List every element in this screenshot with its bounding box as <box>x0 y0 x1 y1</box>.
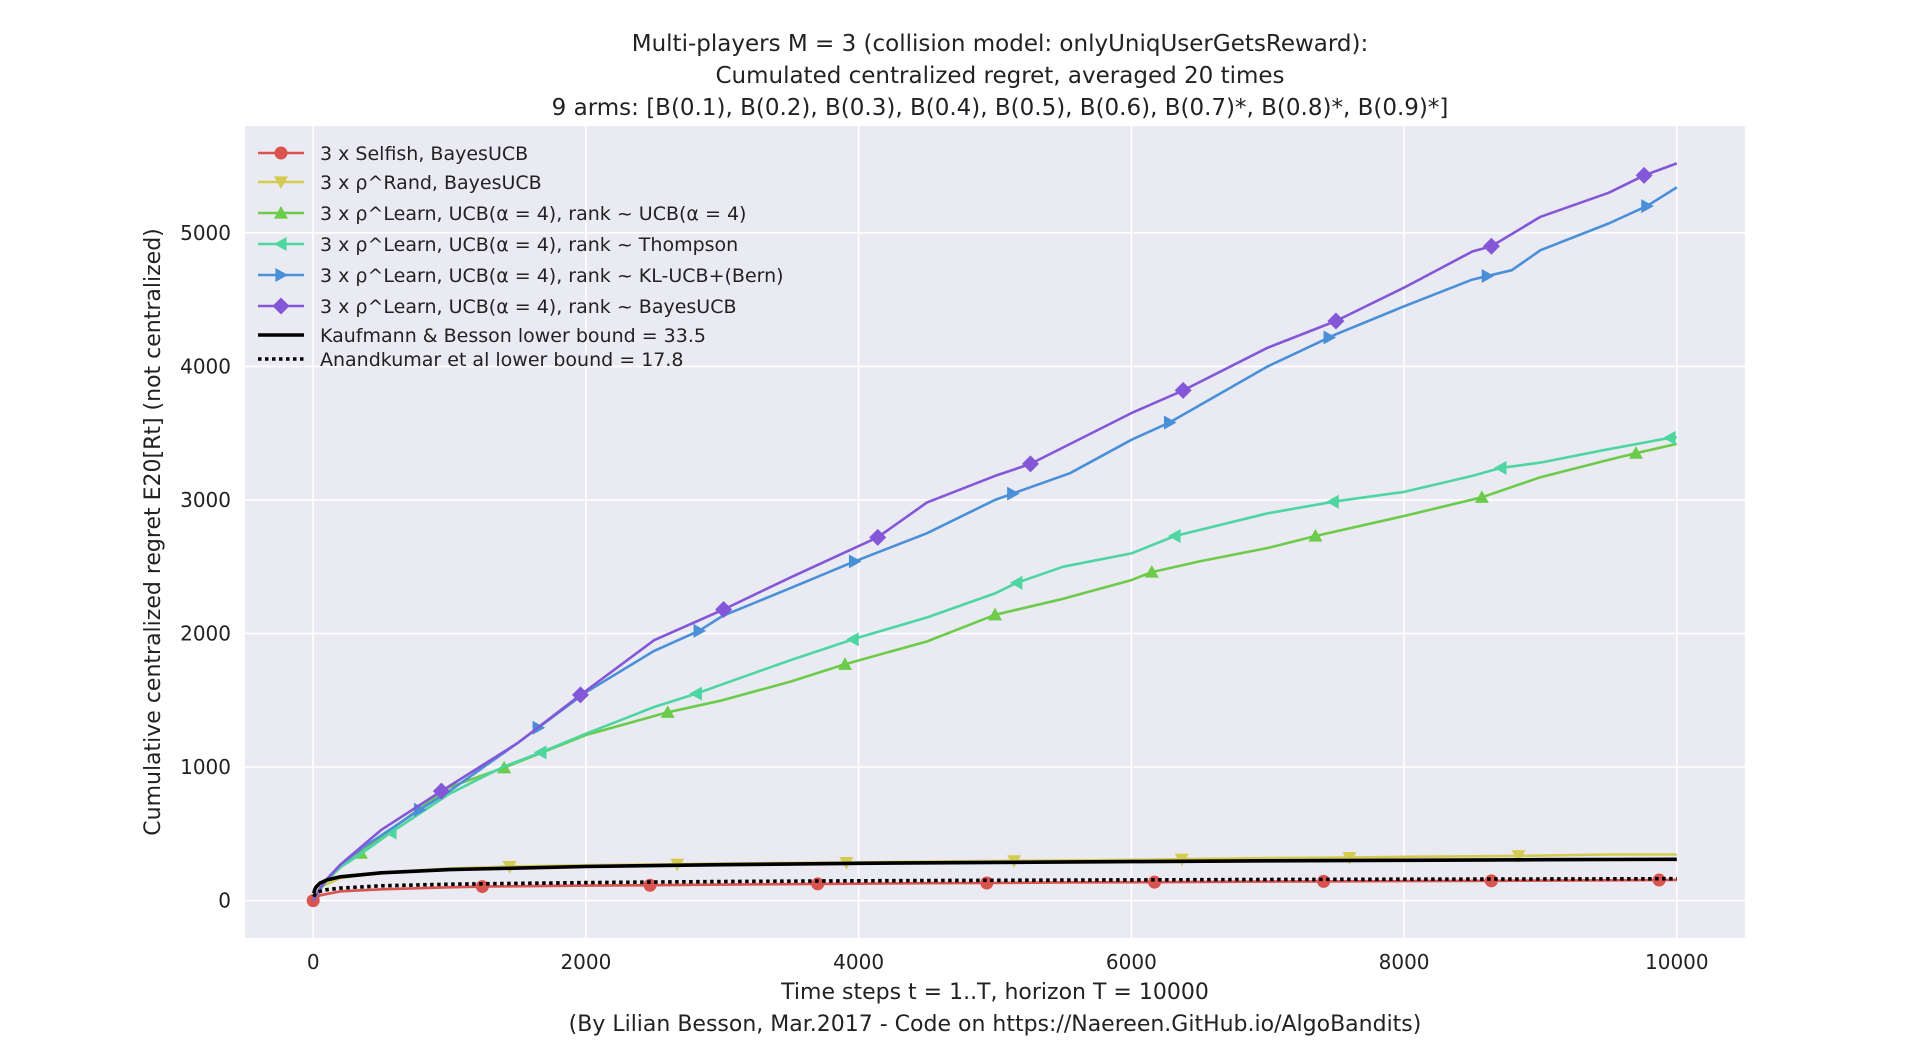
data-point <box>475 880 489 894</box>
legend-label: 3 x ρ^Learn, UCB(α = 4), rank ~ Thompson <box>320 234 738 256</box>
legend-item: 3 x Selfish, BayesUCB <box>258 143 528 165</box>
data-point <box>533 745 547 760</box>
data-point <box>432 782 450 800</box>
data-point <box>1317 874 1331 888</box>
legend-item: 3 x ρ^Learn, UCB(α = 4), rank ~ Thompson <box>258 234 738 256</box>
series-3 <box>312 430 1677 902</box>
data-point <box>383 825 397 840</box>
data-point <box>846 632 859 647</box>
tick-labels: 0 2000 4000 6000 8000 10000 0 1000 2000 3000 4000 5… <box>180 221 1709 974</box>
data-point <box>1163 415 1177 430</box>
data-point <box>571 686 589 704</box>
data-point <box>1652 873 1666 887</box>
legend-item: Kaufmann & Besson lower bound = 33.5 <box>258 325 706 347</box>
data-point <box>1511 850 1526 863</box>
y-tick-label: 5000 <box>180 221 231 245</box>
series-line <box>312 876 1677 898</box>
data-point <box>980 876 994 890</box>
legend-item: 3 x ρ^Rand, BayesUCB <box>258 172 542 194</box>
y-tick-label: 3000 <box>180 488 231 512</box>
y-tick-label: 0 <box>218 889 231 913</box>
x-tick-label: 10000 <box>1645 950 1709 974</box>
data-point <box>1308 529 1323 542</box>
data-point <box>1493 460 1507 475</box>
data-point <box>643 878 657 892</box>
data-point <box>1168 529 1181 544</box>
data-point <box>869 528 887 546</box>
legend-marker <box>274 237 287 251</box>
legend-marker <box>274 146 288 160</box>
y-tick-label: 2000 <box>180 622 231 646</box>
x-axis-label: Time steps t = 1..T, horizon T = 10000 <box>780 980 1209 1005</box>
legend-label: 3 x ρ^Rand, BayesUCB <box>320 172 542 194</box>
y-tick-label: 1000 <box>180 755 231 779</box>
series-line <box>312 857 1677 894</box>
data-point <box>1482 237 1500 255</box>
x-tick-label: 8000 <box>1379 950 1430 974</box>
data-point <box>1474 490 1489 503</box>
legend-label: 3 x ρ^Learn, UCB(α = 4), rank ~ BayesUCB <box>320 296 737 318</box>
data-point <box>1327 312 1345 330</box>
data-point <box>1148 875 1162 889</box>
legend-marker <box>275 268 288 282</box>
data-point <box>715 600 733 618</box>
x-tick-label: 2000 <box>560 950 611 974</box>
data-point <box>660 705 675 718</box>
series-5 <box>312 162 1678 902</box>
plot-area <box>245 126 1745 938</box>
data-point <box>838 657 852 670</box>
chart-title-line2: Cumulated centralized regret, averaged 2… <box>715 63 1284 89</box>
y-axis-label: Cumulative centralized regret E20[Rt] (n… <box>141 228 166 835</box>
data-point <box>1009 575 1023 590</box>
x-tick-label: 6000 <box>1106 950 1157 974</box>
legend-item: 3 x ρ^Learn, UCB(α = 4), rank ~ BayesUCB <box>258 296 737 318</box>
legend: 3 x Selfish, BayesUCB 3 x ρ^Rand, BayesUC… <box>258 143 784 371</box>
data-point <box>1144 565 1159 578</box>
legend-marker <box>274 206 288 219</box>
data-point <box>693 623 707 638</box>
x-tick-label: 0 <box>307 950 320 974</box>
legend-item: 3 x ρ^Learn, UCB(α = 4), rank ~ KL-UCB+(… <box>258 265 784 287</box>
data-point <box>848 554 862 569</box>
series-6 <box>312 857 1677 894</box>
legend-label: 3 x ρ^Learn, UCB(α = 4), rank ~ KL-UCB+(… <box>320 265 784 287</box>
series-7 <box>312 876 1677 898</box>
series-layer <box>306 162 1678 908</box>
legend-marker <box>274 176 288 189</box>
chart-title-line3: 9 arms: [B(0.1), B(0.2), B(0.3), B(0.4),… <box>552 95 1449 121</box>
data-point <box>1342 852 1357 865</box>
x-tick-label: 4000 <box>833 950 884 974</box>
data-point <box>1021 455 1039 473</box>
legend-item: Anandkumar et al lower bound = 17.8 <box>258 349 684 371</box>
data-point <box>1174 381 1192 399</box>
chart-title-line1: Multi-players M = 3 (collision model: on… <box>632 31 1369 57</box>
data-point <box>1628 446 1643 459</box>
data-point <box>1481 269 1495 284</box>
data-point <box>988 607 1002 621</box>
y-tick-label: 4000 <box>180 354 231 378</box>
footer-credit: (By Lilian Besson, Mar.2017 - Code on ht… <box>569 1012 1422 1037</box>
data-point <box>1635 166 1653 184</box>
legend-label: Kaufmann & Besson lower bound = 33.5 <box>320 325 706 347</box>
data-point <box>1323 330 1337 345</box>
data-point <box>811 877 825 891</box>
legend-label: Anandkumar et al lower bound = 17.8 <box>320 349 684 371</box>
data-point <box>689 686 702 701</box>
data-point <box>1326 494 1339 509</box>
data-point <box>1007 486 1020 501</box>
legend-label: 3 x ρ^Learn, UCB(α = 4), rank ~ UCB(α = … <box>320 203 746 225</box>
series-line <box>312 435 1677 902</box>
data-point <box>1641 199 1654 214</box>
legend-label: 3 x Selfish, BayesUCB <box>320 143 528 165</box>
legend-marker <box>272 297 290 315</box>
legend-item: 3 x ρ^Learn, UCB(α = 4), rank ~ UCB(α = … <box>258 203 746 225</box>
data-point <box>1663 430 1676 445</box>
